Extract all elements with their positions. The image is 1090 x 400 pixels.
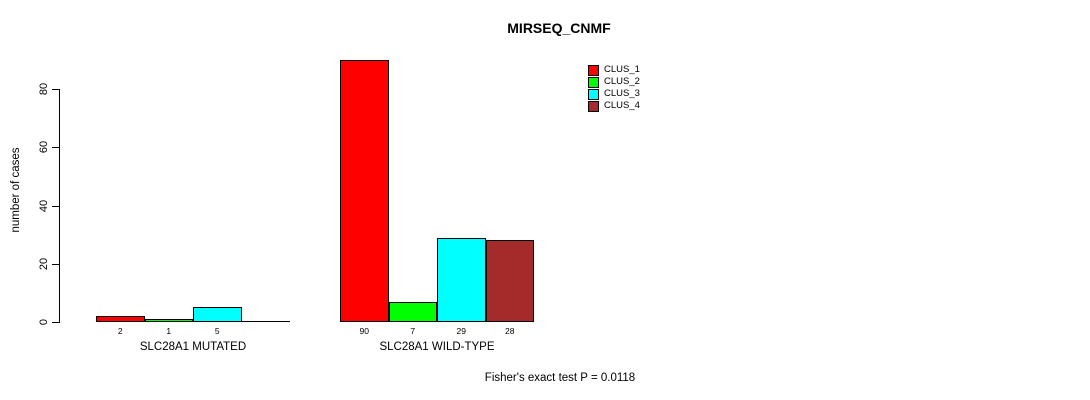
legend-swatch-clus_4 (588, 100, 599, 112)
bar-clus_2 (144, 319, 193, 322)
legend-label: CLUS_2 (604, 76, 640, 87)
bar-clus_1 (96, 316, 145, 322)
legend: CLUS_1 CLUS_2 CLUS_3 CLUS_4 (588, 64, 640, 112)
bar-value-label: 90 (359, 326, 369, 336)
bar-clus_1 (340, 59, 389, 322)
y-tick-mark (52, 322, 59, 323)
annotation-text: Fisher's exact test P = 0.0118 (484, 372, 636, 384)
legend-row: CLUS_4 (588, 100, 640, 112)
legend-swatch-clus_3 (588, 88, 599, 100)
y-tick-label: 40 (38, 199, 50, 212)
bar-clus_3 (437, 237, 486, 322)
legend-label: CLUS_1 (604, 64, 640, 75)
bar-clus_2 (388, 301, 437, 322)
y-tick-mark (52, 147, 59, 149)
bar-value-label: 29 (456, 326, 466, 336)
y-tick-label: 80 (38, 82, 50, 96)
y-tick-label: 60 (38, 141, 50, 154)
legend-label: CLUS_4 (604, 100, 640, 111)
y-tick-mark (52, 89, 59, 90)
group-label: SLC28A1 WILD-TYPE (379, 341, 495, 353)
y-axis-line (59, 89, 60, 323)
y-tick-label: 20 (38, 257, 50, 270)
bar-value-label: 28 (505, 326, 515, 336)
legend-row: CLUS_2 (588, 76, 640, 88)
legend-label: CLUS_3 (604, 88, 640, 99)
bar-value-label: 5 (214, 326, 220, 336)
bar-clus_3 (193, 307, 242, 322)
legend-swatch-clus_2 (588, 76, 599, 88)
bar-value-label: 7 (410, 326, 416, 336)
legend-swatch-clus_1 (588, 64, 599, 76)
y-axis-label: number of cases (10, 147, 22, 233)
y-tick-mark (52, 263, 59, 265)
chart-title: MIRSEQ_CNMF (507, 20, 611, 36)
legend-row: CLUS_3 (588, 88, 640, 100)
y-tick-label: 0 (38, 318, 50, 326)
bar-clus_4 (485, 240, 534, 322)
legend-row: CLUS_1 (588, 64, 640, 76)
bar-value-label: 1 (166, 326, 172, 336)
bar-value-label: 2 (117, 326, 123, 336)
group-label: SLC28A1 MUTATED (139, 341, 247, 353)
y-tick-mark (52, 205, 59, 207)
